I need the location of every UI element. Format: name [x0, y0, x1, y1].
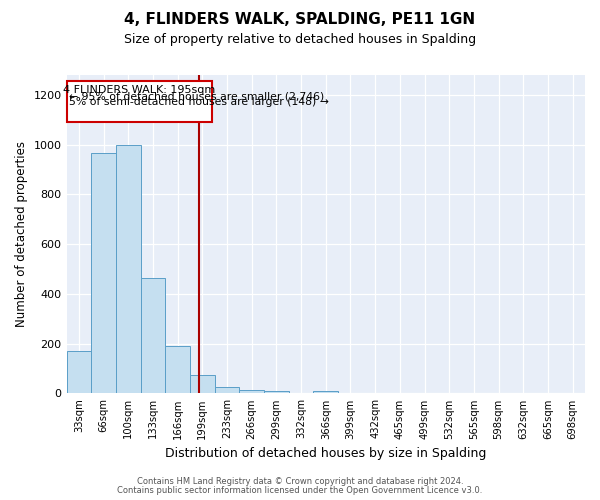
- Bar: [140, 278, 165, 394]
- X-axis label: Distribution of detached houses by size in Spalding: Distribution of detached houses by size …: [165, 447, 487, 460]
- Bar: [165, 346, 190, 394]
- Bar: [116, 144, 140, 394]
- Bar: [91, 154, 116, 394]
- Bar: [239, 390, 264, 394]
- Bar: [264, 391, 289, 394]
- FancyBboxPatch shape: [67, 81, 212, 122]
- Text: Size of property relative to detached houses in Spalding: Size of property relative to detached ho…: [124, 32, 476, 46]
- Text: 4, FLINDERS WALK, SPALDING, PE11 1GN: 4, FLINDERS WALK, SPALDING, PE11 1GN: [124, 12, 476, 28]
- Bar: [313, 392, 338, 394]
- Y-axis label: Number of detached properties: Number of detached properties: [15, 141, 28, 327]
- Bar: [215, 386, 239, 394]
- Text: 4 FLINDERS WALK: 195sqm: 4 FLINDERS WALK: 195sqm: [63, 84, 215, 94]
- Text: ← 95% of detached houses are smaller (2,746): ← 95% of detached houses are smaller (2,…: [69, 92, 324, 102]
- Text: Contains public sector information licensed under the Open Government Licence v3: Contains public sector information licen…: [118, 486, 482, 495]
- Text: 5% of semi-detached houses are larger (148) →: 5% of semi-detached houses are larger (1…: [69, 98, 329, 108]
- Bar: [67, 351, 91, 394]
- Bar: [190, 375, 215, 394]
- Text: Contains HM Land Registry data © Crown copyright and database right 2024.: Contains HM Land Registry data © Crown c…: [137, 477, 463, 486]
